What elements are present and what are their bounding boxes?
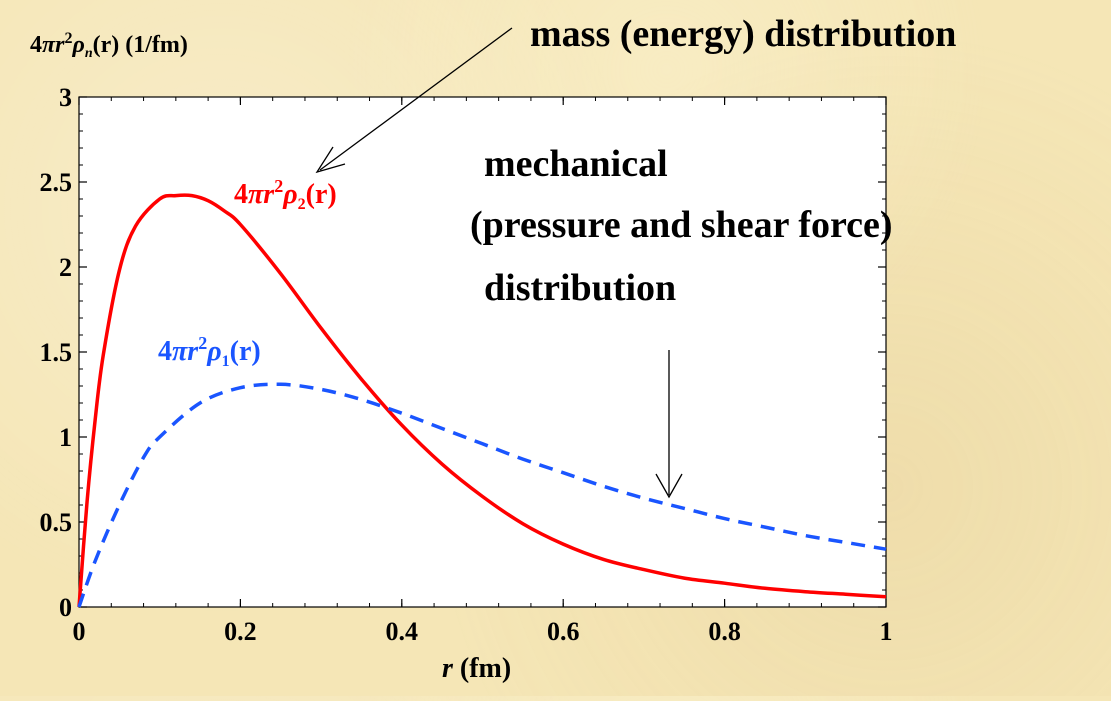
- y-tick-label: 1.5: [40, 338, 73, 367]
- x-axis-label: r (fm): [442, 653, 511, 684]
- y-tick-label: 3: [59, 83, 72, 112]
- x-tick-label: 0.8: [708, 617, 741, 646]
- x-tick-label: 1: [880, 617, 893, 646]
- series-line-1: [77, 193, 887, 608]
- y-tick-label: 0: [59, 593, 72, 622]
- y-axis-label: 4πr2ρn(r) (1/fm): [30, 30, 188, 61]
- x-tick-label: 0.2: [224, 617, 257, 646]
- plot-area: [78, 96, 887, 608]
- y-tick-label: 2: [59, 253, 72, 282]
- x-tick-label: 0.4: [386, 617, 419, 646]
- annotation-mass-arrowhead: [315, 146, 346, 174]
- y-tick-label: 2.5: [40, 168, 73, 197]
- series-line-2: [77, 382, 887, 608]
- series-1-label: 4πr2ρ1(r): [158, 333, 261, 370]
- annotation-mechanical-line1: mechanical: [484, 143, 668, 185]
- y-tick-label: 1: [59, 423, 72, 452]
- annotation-mechanical-line3: distribution: [484, 267, 676, 309]
- annotation-mechanical-arrowhead: [655, 473, 683, 499]
- curves: [77, 193, 887, 608]
- annotation-mass-arrow: [319, 27, 513, 171]
- axis-tick-labels: 0 0.2 0.4 0.6 0.8 1 0 0.5 1 1.5 2 2.5 3: [40, 83, 893, 646]
- x-tick-label: 0.6: [547, 617, 580, 646]
- annotation-mechanical-line2: (pressure and shear force): [470, 204, 893, 246]
- y-tick-label: 0.5: [40, 508, 73, 537]
- annotation-mass: mass (energy) distribution: [530, 13, 956, 55]
- x-tick-label: 0: [73, 617, 86, 646]
- series-2-label: 4πr2ρ2(r): [234, 176, 337, 213]
